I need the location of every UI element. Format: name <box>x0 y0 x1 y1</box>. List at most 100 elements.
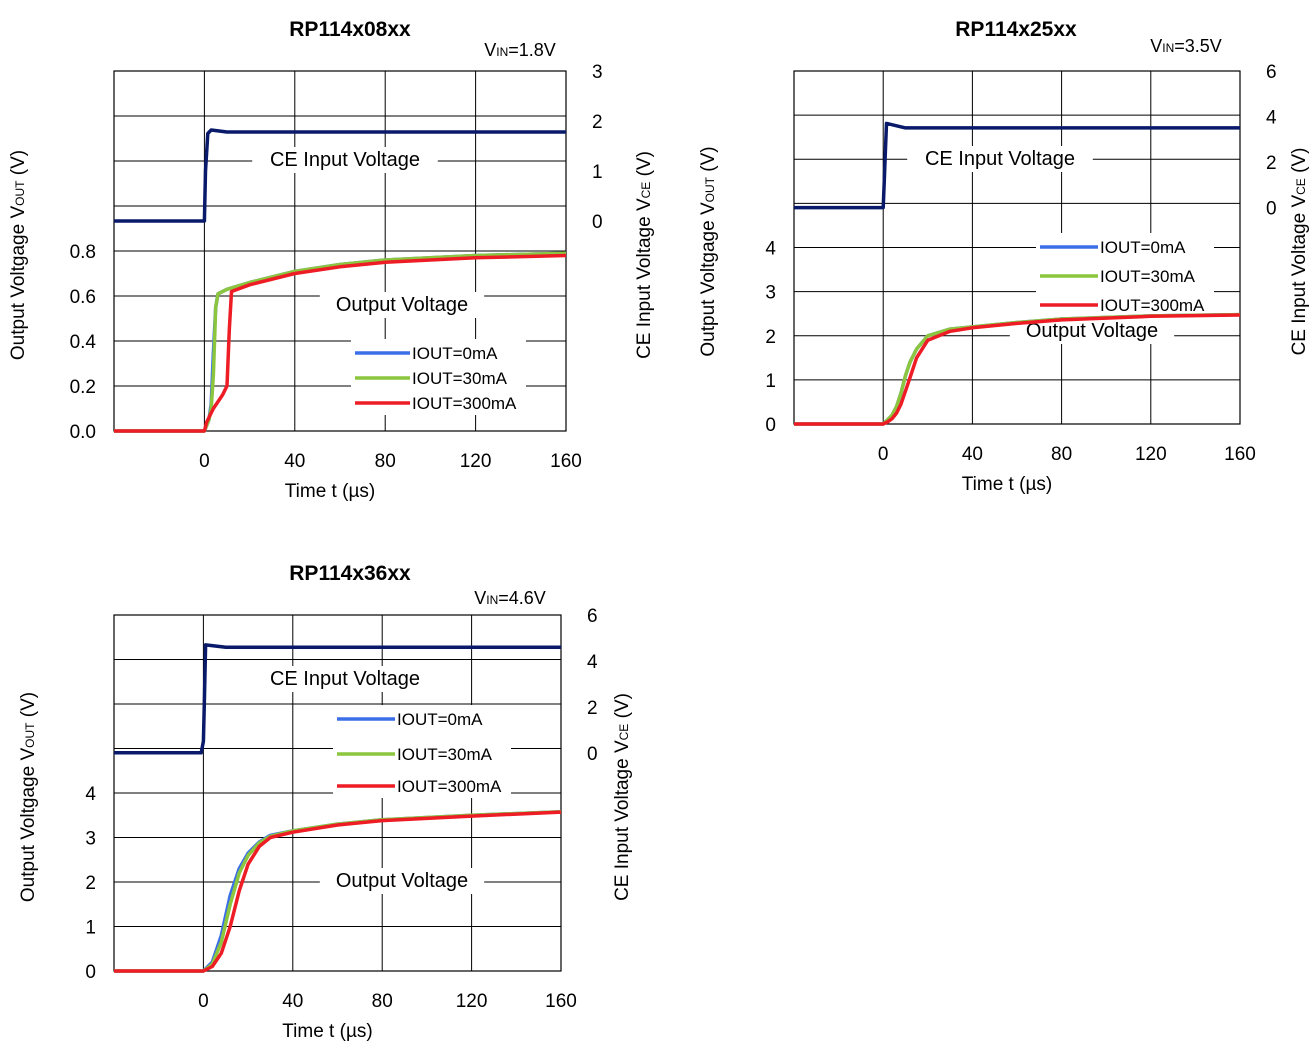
right-tick-label: 0 <box>592 212 603 233</box>
x-tick-label: 120 <box>456 991 488 1012</box>
left-tick-label: 0.6 <box>70 287 96 308</box>
x-tick-label: 0 <box>198 991 209 1012</box>
x-tick-label: 40 <box>284 451 305 472</box>
output-voltage-label-bg <box>319 292 485 318</box>
series-line-2 <box>114 810 562 973</box>
chart-title: RP114x36xx <box>289 562 411 585</box>
y-axis-label-left: Output Voltgage VOUT (V) <box>8 150 29 360</box>
vin-suffix: =4.6V <box>498 588 546 608</box>
legend-label: IOUT=300mA <box>1100 296 1205 315</box>
output-voltage-label: Output Voltage <box>1026 320 1158 342</box>
vin-label: VIN=4.6V <box>474 588 546 608</box>
y-axis-label-right-suffix: (V) <box>612 693 633 724</box>
legend-label: IOUT=30mA <box>1100 267 1196 286</box>
x-tick-label: 40 <box>282 991 303 1012</box>
y-axis-label-left-prefix: Output Voltgage V <box>698 202 719 357</box>
left-tick-label: 3 <box>765 283 776 304</box>
ce-input-voltage-label-bg <box>907 146 1093 172</box>
legend-label: IOUT=300mA <box>397 777 502 796</box>
x-axis-label: Time t (µs) <box>962 474 1052 495</box>
series-line-2 <box>794 313 1241 426</box>
x-tick-label: 160 <box>550 451 582 472</box>
y-axis-label-right-sub: CE <box>1294 178 1308 195</box>
y-axis-label-left-prefix: Output Voltgage V <box>18 748 39 903</box>
y-axis-label-left-sub: OUT <box>13 180 27 206</box>
plot-frame <box>113 70 567 432</box>
y-axis-label-left-suffix: (V) <box>8 150 29 181</box>
x-tick-label: 40 <box>962 444 983 465</box>
plot-frame <box>113 614 562 972</box>
left-tick-label: 1 <box>85 918 96 939</box>
ce-input-voltage-label: CE Input Voltage <box>270 149 420 171</box>
y-axis-label-right: CE Input Voltage VCE (V) <box>634 151 655 359</box>
ce-voltage-line <box>114 128 566 223</box>
vin-prefix: V <box>484 40 496 60</box>
x-tick-label: 80 <box>372 991 393 1012</box>
y-axis-label-right-sub: CE <box>639 182 653 199</box>
vin-suffix: =3.5V <box>1174 36 1222 56</box>
x-tick-label: 120 <box>460 451 492 472</box>
left-tick-label: 4 <box>85 784 96 805</box>
x-axis-label: Time t (µs) <box>282 1021 372 1042</box>
right-tick-label: 0 <box>587 744 598 765</box>
plot-frame <box>793 70 1241 425</box>
right-tick-label: 0 <box>1266 199 1277 220</box>
y-axis-label-right-prefix: CE Input Voltage V <box>1289 195 1310 356</box>
ce-input-voltage-label: CE Input Voltage <box>925 148 1075 170</box>
x-axis-label: Time t (µs) <box>285 481 375 502</box>
left-tick-label: 2 <box>85 873 96 894</box>
vin-prefix: V <box>1150 36 1162 56</box>
right-tick-label: 1 <box>592 162 603 183</box>
series-line-2 <box>114 253 567 433</box>
output-voltage-label: Output Voltage <box>336 870 468 892</box>
output-voltage-label: Output Voltage <box>336 294 468 316</box>
y-axis-label-left-suffix: (V) <box>698 146 719 177</box>
legend-label: IOUT=300mA <box>412 394 517 413</box>
legend-label: IOUT=0mA <box>1100 238 1186 257</box>
left-tick-label: 0 <box>765 415 776 436</box>
chart-title: RP114x25xx <box>955 18 1077 41</box>
vin-sub: IN <box>486 593 498 607</box>
x-tick-label: 160 <box>1224 444 1256 465</box>
left-tick-label: 0.8 <box>70 242 96 263</box>
legend-label: IOUT=30mA <box>397 745 493 764</box>
y-axis-label-right-prefix: CE Input Voltage V <box>612 740 633 901</box>
x-tick-label: 0 <box>199 451 210 472</box>
right-tick-label: 6 <box>1266 62 1277 83</box>
ce-input-voltage-label-bg <box>252 147 438 173</box>
y-axis-label-right-prefix: CE Input Voltage V <box>634 198 655 359</box>
x-tick-label: 120 <box>1135 444 1167 465</box>
y-axis-label-left-prefix: Output Voltgage V <box>8 206 29 361</box>
right-tick-label: 2 <box>592 112 603 133</box>
chart-title: RP114x08xx <box>289 18 411 41</box>
legend-label: IOUT=0mA <box>397 710 483 729</box>
x-tick-label: 80 <box>1051 444 1072 465</box>
left-tick-label: 0 <box>85 962 96 983</box>
vin-prefix: V <box>474 588 486 608</box>
y-axis-label-left-suffix: (V) <box>18 692 39 723</box>
y-axis-label-left-sub: OUT <box>23 722 37 748</box>
left-tick-label: 3 <box>85 829 96 850</box>
y-axis-label-right-suffix: (V) <box>1289 148 1310 179</box>
left-tick-label: 1 <box>765 371 776 392</box>
y-axis-label-right-sub: CE <box>617 724 631 741</box>
ce-voltage-line <box>794 121 1240 210</box>
left-tick-label: 0.0 <box>70 422 96 443</box>
left-tick-label: 0.2 <box>70 377 96 398</box>
left-tick-label: 4 <box>765 239 776 260</box>
ce-input-voltage-label: CE Input Voltage <box>270 668 420 690</box>
vin-label: VIN=1.8V <box>484 40 556 60</box>
x-tick-label: 160 <box>545 991 577 1012</box>
y-axis-label-right: CE Input Voltage VCE (V) <box>612 693 633 901</box>
left-tick-label: 0.4 <box>70 332 97 353</box>
y-axis-label-right-suffix: (V) <box>634 151 655 182</box>
y-axis-label-left: Output Voltgage VOUT (V) <box>698 146 719 356</box>
y-axis-label-left-sub: OUT <box>703 176 717 202</box>
vin-suffix: =1.8V <box>508 40 556 60</box>
output-voltage-label-bg <box>319 868 485 894</box>
ce-input-voltage-label-bg <box>252 666 438 692</box>
x-tick-label: 80 <box>375 451 396 472</box>
ce-voltage-line <box>114 643 561 755</box>
